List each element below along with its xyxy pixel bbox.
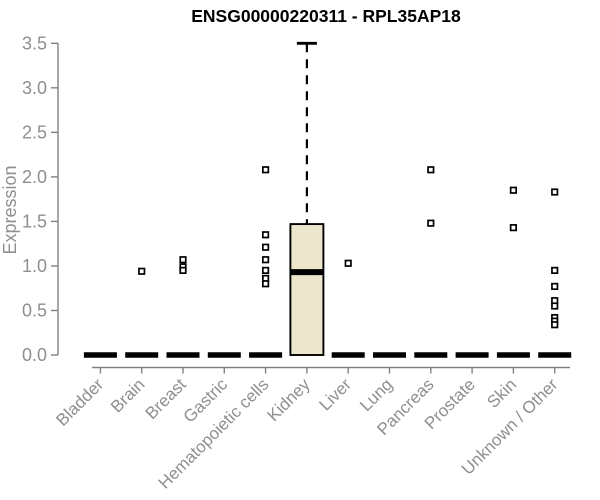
x-category-label-kidney: Kidney: [264, 375, 315, 426]
y-tick-label: 0.5: [22, 300, 47, 320]
box-kidney: [289, 223, 325, 356]
y-tick-label: 2.5: [22, 122, 47, 142]
outlier-point-hematopoietic-cells: [262, 243, 270, 251]
outlier-point-unknown-other: [551, 321, 559, 329]
outlier-point-hematopoietic-cells: [262, 266, 270, 274]
chart-title: ENSG00000220311 - RPL35AP18: [191, 6, 461, 26]
outlier-point-unknown-other: [551, 282, 559, 291]
outlier-point-breast: [179, 256, 187, 264]
outlier-point-unknown-other: [551, 188, 559, 196]
zero-median-bar-breast: [166, 352, 200, 358]
y-tick-label: 3.5: [22, 33, 47, 53]
zero-median-bar-liver: [331, 352, 365, 358]
outlier-point-skin: [509, 224, 517, 232]
zero-median-bar-skin: [496, 352, 530, 358]
outlier-point-unknown-other: [551, 302, 559, 310]
outlier-point-pancreas: [427, 166, 435, 174]
zero-median-bar-bladder: [83, 352, 117, 358]
x-category-label-skin: Skin: [483, 375, 520, 412]
outlier-point-hematopoietic-cells: [262, 256, 270, 264]
zero-median-bar-hematopoietic-cells: [249, 352, 283, 358]
zero-median-bar-lung: [373, 352, 406, 358]
x-category-label-liver: Liver: [316, 375, 356, 415]
outlier-point-skin: [509, 186, 517, 194]
outlier-point-pancreas: [427, 219, 435, 227]
y-tick-label: 3.0: [22, 78, 47, 98]
outlier-point-hematopoietic-cells: [262, 166, 270, 174]
zero-median-bar-brain: [125, 352, 159, 358]
y-axis-label: Expression: [0, 165, 20, 254]
zero-median-bar-prostate: [455, 352, 489, 358]
y-tick-label: 1.5: [22, 211, 47, 231]
outlier-point-hematopoietic-cells: [262, 231, 270, 239]
zero-median-bar-gastric: [207, 352, 241, 358]
outlier-point-breast: [179, 266, 187, 274]
outlier-point-hematopoietic-cells: [262, 280, 270, 288]
outlier-point-brain: [138, 267, 146, 275]
outlier-point-liver: [344, 259, 352, 267]
x-category-label-bladder: Bladder: [52, 375, 107, 430]
outlier-point-unknown-other: [551, 266, 559, 274]
y-tick-label: 0.0: [22, 345, 47, 365]
zero-median-bar-pancreas: [414, 352, 448, 358]
y-tick-label: 1.0: [22, 256, 47, 276]
zero-median-bar-unknown-other: [538, 352, 572, 358]
y-tick-label: 2.0: [22, 167, 47, 187]
